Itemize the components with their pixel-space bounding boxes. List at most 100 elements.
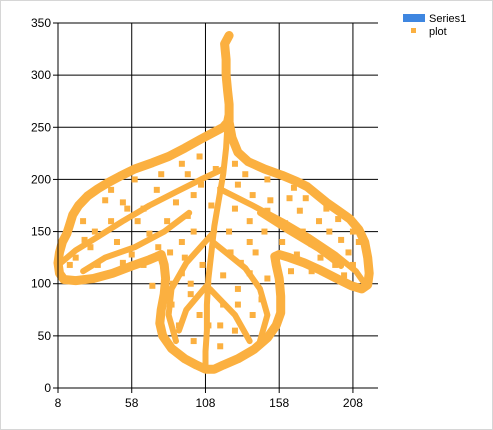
data-point: [335, 216, 342, 223]
y-tick-label: 100: [31, 277, 51, 291]
data-point: [175, 322, 182, 329]
data-point: [234, 301, 241, 308]
plot-series: [53, 31, 374, 374]
data-point: [293, 251, 300, 258]
data-point: [246, 218, 253, 225]
data-point: [246, 239, 253, 245]
data-point: [264, 275, 271, 282]
data-point: [168, 301, 175, 308]
data-point: [178, 160, 185, 167]
data-point: [286, 195, 293, 202]
data-point: [134, 218, 141, 225]
data-point: [217, 322, 224, 329]
data-point: [345, 249, 352, 256]
leaf-vein: [202, 119, 231, 371]
legend-swatch-series1: [403, 14, 425, 22]
data-point: [264, 176, 271, 183]
data-point: [252, 249, 259, 256]
data-point: [246, 270, 253, 277]
data-point: [181, 254, 188, 261]
data-point: [332, 261, 339, 268]
data-point: [190, 228, 197, 235]
data-point: [287, 268, 294, 275]
data-point: [208, 202, 215, 209]
data-point: [155, 244, 162, 251]
data-point: [140, 205, 147, 212]
legend-label: plot: [429, 26, 447, 38]
leaf-vein: [165, 228, 218, 345]
data-point: [231, 327, 238, 334]
data-point: [198, 181, 205, 188]
data-point: [217, 343, 224, 350]
data-point: [290, 184, 297, 191]
data-point: [308, 268, 315, 275]
data-point: [170, 280, 177, 287]
x-tick-label: 8: [55, 396, 62, 410]
data-point: [190, 338, 197, 345]
data-point: [316, 218, 323, 225]
data-point: [178, 239, 185, 245]
y-tick-label: 300: [31, 68, 51, 82]
tick-labels: 0 50 100 150 200 250 300 350 8 58 108 158 208: [31, 16, 363, 410]
data-point: [323, 270, 330, 277]
data-point: [184, 171, 191, 178]
data-point: [261, 228, 268, 235]
data-point: [87, 244, 94, 251]
data-point: [267, 197, 274, 204]
data-point: [273, 257, 280, 264]
data-point: [282, 220, 289, 227]
data-point: [212, 166, 219, 172]
y-tick-label: 250: [31, 120, 51, 134]
leaf-vein: [206, 285, 253, 345]
data-point: [119, 199, 126, 206]
legend-label: Series1: [429, 13, 466, 25]
leaf-vein: [257, 209, 345, 269]
data-point: [146, 230, 153, 237]
data-point: [184, 212, 191, 219]
data-point: [196, 153, 203, 160]
data-point: [226, 228, 233, 235]
data-point: [249, 312, 256, 318]
x-tick-label: 208: [343, 396, 363, 410]
data-point: [108, 218, 115, 225]
data-point: [164, 218, 171, 225]
data-point: [178, 270, 185, 277]
leaf-outline: [53, 31, 374, 374]
data-point: [279, 239, 286, 245]
data-point: [102, 197, 109, 204]
data-point: [242, 171, 249, 178]
data-point: [91, 228, 98, 235]
y-tick-label: 0: [44, 381, 51, 395]
data-point: [220, 272, 227, 279]
data-point: [317, 254, 324, 261]
data-point: [199, 261, 206, 268]
data-point: [167, 249, 174, 256]
data-point: [172, 199, 179, 206]
data-point: [128, 251, 135, 258]
data-point: [234, 285, 241, 292]
data-point: [227, 249, 234, 256]
data-point: [308, 241, 315, 248]
data-point: [338, 236, 345, 243]
leaf-vein: [57, 166, 227, 266]
data-point: [80, 218, 87, 225]
data-point: [249, 192, 256, 199]
data-point: [323, 205, 330, 212]
x-tick-label: 108: [195, 396, 215, 410]
data-point: [153, 186, 160, 193]
data-point: [237, 259, 244, 266]
data-point: [113, 239, 120, 245]
data-point: [66, 261, 73, 268]
data-point: [341, 272, 348, 279]
data-point: [326, 228, 333, 235]
data-point: [196, 312, 203, 318]
x-tick-label: 58: [125, 396, 139, 410]
data-point: [119, 259, 126, 266]
data-point: [349, 228, 356, 235]
data-point: [81, 236, 88, 243]
leaf-vein: [209, 239, 271, 345]
data-point: [94, 261, 101, 268]
